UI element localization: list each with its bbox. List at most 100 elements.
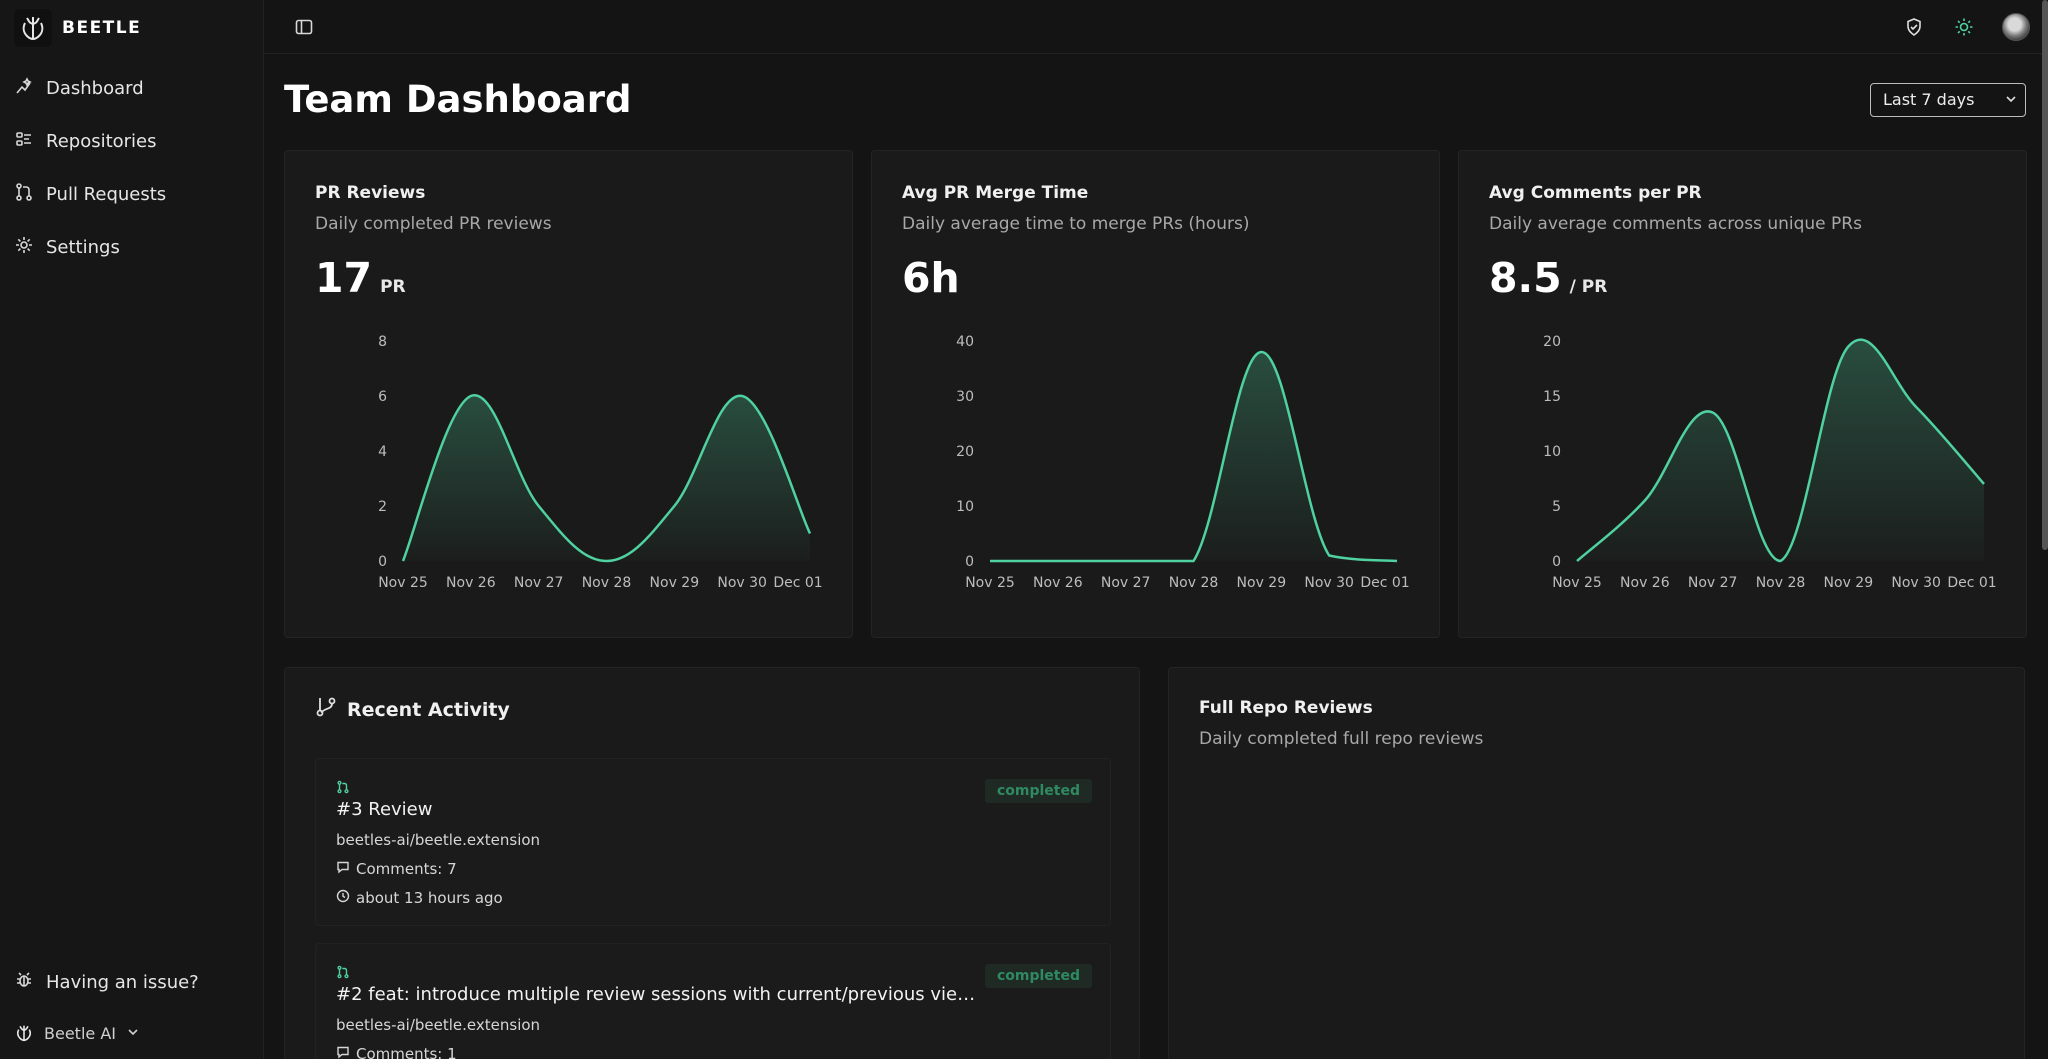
sidebar-toggle-icon[interactable]	[292, 15, 316, 39]
sidebar-item-repositories[interactable]: Repositories	[0, 115, 263, 168]
comment-icon	[336, 860, 350, 878]
account-switcher[interactable]: Beetle AI	[0, 1007, 263, 1059]
chevron-down-icon	[2005, 90, 2017, 109]
x-tick-label: Nov 27	[514, 575, 564, 591]
page-header: Team Dashboard Last 7 days	[284, 78, 2026, 121]
avatar[interactable]	[2002, 12, 2030, 41]
x-tick-label: Nov 30	[1304, 575, 1354, 591]
dashboard-sparkle-icon	[14, 76, 34, 101]
date-range-value: Last 7 days	[1883, 90, 1975, 109]
full-repo-reviews-panel: Full Repo Reviews Daily completed full r…	[1168, 667, 2025, 1059]
card-value: 17 PR	[315, 254, 406, 302]
y-tick-label: 8	[378, 334, 387, 350]
metric-number: 17	[315, 254, 373, 302]
x-tick-label: Nov 28	[1756, 575, 1806, 591]
sun-icon[interactable]	[1952, 15, 1976, 39]
series-line	[1576, 338, 1985, 563]
main-content: Team Dashboard Last 7 days PR Reviews Da…	[264, 0, 2048, 1059]
merge-time-chart: 0 10 20 30 40 Nov 25 Nov 26 Nov 27 Nov 28 Nov 29 N…	[956, 334, 1410, 591]
account-name: Beetle AI	[44, 1023, 116, 1043]
x-tick-label: Nov 30	[717, 575, 767, 591]
activity-item-title[interactable]: #3 Review	[336, 799, 433, 820]
sidebar-item-pull-requests[interactable]: Pull Requests	[0, 168, 263, 221]
comments-chart: 0 5 10 15 20 Nov 25 Nov 26 Nov 27 Nov 28 Nov 29 No…	[1543, 334, 1997, 591]
x-tick-label: Nov 29	[650, 575, 700, 591]
activity-item-comments: Comments: 7	[336, 860, 457, 878]
x-tick-label: Nov 25	[1552, 575, 1602, 591]
activity-title: Recent Activity	[347, 698, 510, 721]
sidebar: BEETLE Dashboard Repositories Pull Reque…	[0, 0, 264, 1059]
metric-cards: PR Reviews Daily completed PR reviews 17…	[284, 150, 2027, 638]
activity-item[interactable]: completed #2 feat: introduce multiple re…	[315, 943, 1111, 1059]
beetle-logo-icon	[14, 1023, 34, 1043]
gear-icon	[14, 235, 34, 260]
x-tick-label: Nov 28	[1169, 575, 1219, 591]
shield-check-icon[interactable]	[1902, 15, 1926, 39]
sidebar-footer: Having an issue? Beetle AI	[0, 957, 263, 1059]
pull-request-icon	[336, 779, 350, 798]
sidebar-item-dashboard[interactable]: Dashboard	[0, 62, 263, 115]
topbar-actions	[1902, 12, 2030, 41]
y-tick-label: 0	[378, 554, 387, 570]
x-tick-label: Dec 01	[1947, 575, 1996, 591]
activity-item-repo: beetles-ai/beetle.extension	[336, 1016, 541, 1034]
metric-card-pr-reviews: PR Reviews Daily completed PR reviews 17…	[284, 150, 853, 638]
comments-count: Comments: 1	[356, 1045, 457, 1059]
x-tick-label: Nov 29	[1824, 575, 1874, 591]
sidebar-item-label: Pull Requests	[46, 184, 167, 205]
y-tick-label: 10	[956, 499, 974, 515]
y-tick-label: 10	[1543, 444, 1561, 460]
x-tick-label: Dec 01	[773, 575, 822, 591]
bug-icon	[14, 970, 34, 995]
brand-name: BEETLE	[62, 18, 142, 38]
series-area	[1577, 339, 1984, 561]
scrollbar[interactable]	[2042, 0, 2048, 550]
pr-reviews-chart: 0 2 4 6 8 Nov 25 Nov 26 Nov 27 Nov 28 Nov 29 Nov 3…	[378, 334, 823, 591]
x-tick-label: Nov 30	[1891, 575, 1941, 591]
page-title: Team Dashboard	[284, 78, 632, 121]
card-value: 6h	[902, 254, 968, 302]
series-area	[990, 351, 1397, 561]
card-value: 8.5 / PR	[1489, 254, 1607, 302]
card-title: PR Reviews	[315, 183, 426, 203]
card-subtitle: Daily completed PR reviews	[315, 214, 552, 234]
chevron-down-icon	[126, 1024, 140, 1043]
y-tick-label: 40	[956, 334, 974, 350]
beetle-logo-icon	[14, 9, 52, 47]
activity-item-time: about 13 hours ago	[336, 889, 503, 907]
metric-card-merge-time: Avg PR Merge Time Daily average time to …	[871, 150, 1440, 638]
sidebar-item-settings[interactable]: Settings	[0, 221, 263, 274]
metric-number: 6h	[902, 254, 960, 302]
x-tick-label: Nov 26	[1033, 575, 1083, 591]
card-title: Avg Comments per PR	[1489, 183, 1702, 203]
x-tick-label: Nov 26	[1620, 575, 1670, 591]
y-tick-label: 6	[378, 389, 387, 405]
y-tick-label: 4	[378, 444, 387, 460]
report-issue-link[interactable]: Having an issue?	[0, 957, 263, 1007]
activity-item[interactable]: completed #3 Review beetles-ai/beetle.ex…	[315, 758, 1111, 926]
x-tick-label: Nov 25	[965, 575, 1015, 591]
activity-item-title[interactable]: #2 feat: introduce multiple review sessi…	[336, 984, 986, 1005]
x-tick-label: Dec 01	[1360, 575, 1409, 591]
topbar	[264, 0, 2048, 54]
series-area	[403, 395, 810, 561]
y-tick-label: 30	[956, 389, 974, 405]
x-tick-label: Nov 27	[1688, 575, 1738, 591]
x-tick-label: Nov 26	[446, 575, 496, 591]
series-line	[990, 350, 1398, 563]
brand[interactable]: BEETLE	[0, 0, 263, 56]
comment-icon	[336, 1045, 350, 1059]
card-title: Full Repo Reviews	[1199, 698, 1373, 718]
repositories-icon	[14, 129, 34, 154]
y-tick-label: 2	[378, 499, 387, 515]
metric-unit: PR	[380, 277, 406, 297]
issue-label: Having an issue?	[46, 971, 199, 993]
sidebar-item-label: Dashboard	[46, 78, 144, 99]
card-subtitle: Daily completed full repo reviews	[1199, 729, 1484, 749]
date-range-select[interactable]: Last 7 days	[1870, 82, 2026, 117]
x-tick-label: Nov 29	[1237, 575, 1287, 591]
x-tick-label: Nov 28	[582, 575, 632, 591]
card-title: Avg PR Merge Time	[902, 183, 1089, 203]
sidebar-item-label: Repositories	[46, 131, 157, 152]
activity-header: Recent Activity	[315, 696, 510, 723]
